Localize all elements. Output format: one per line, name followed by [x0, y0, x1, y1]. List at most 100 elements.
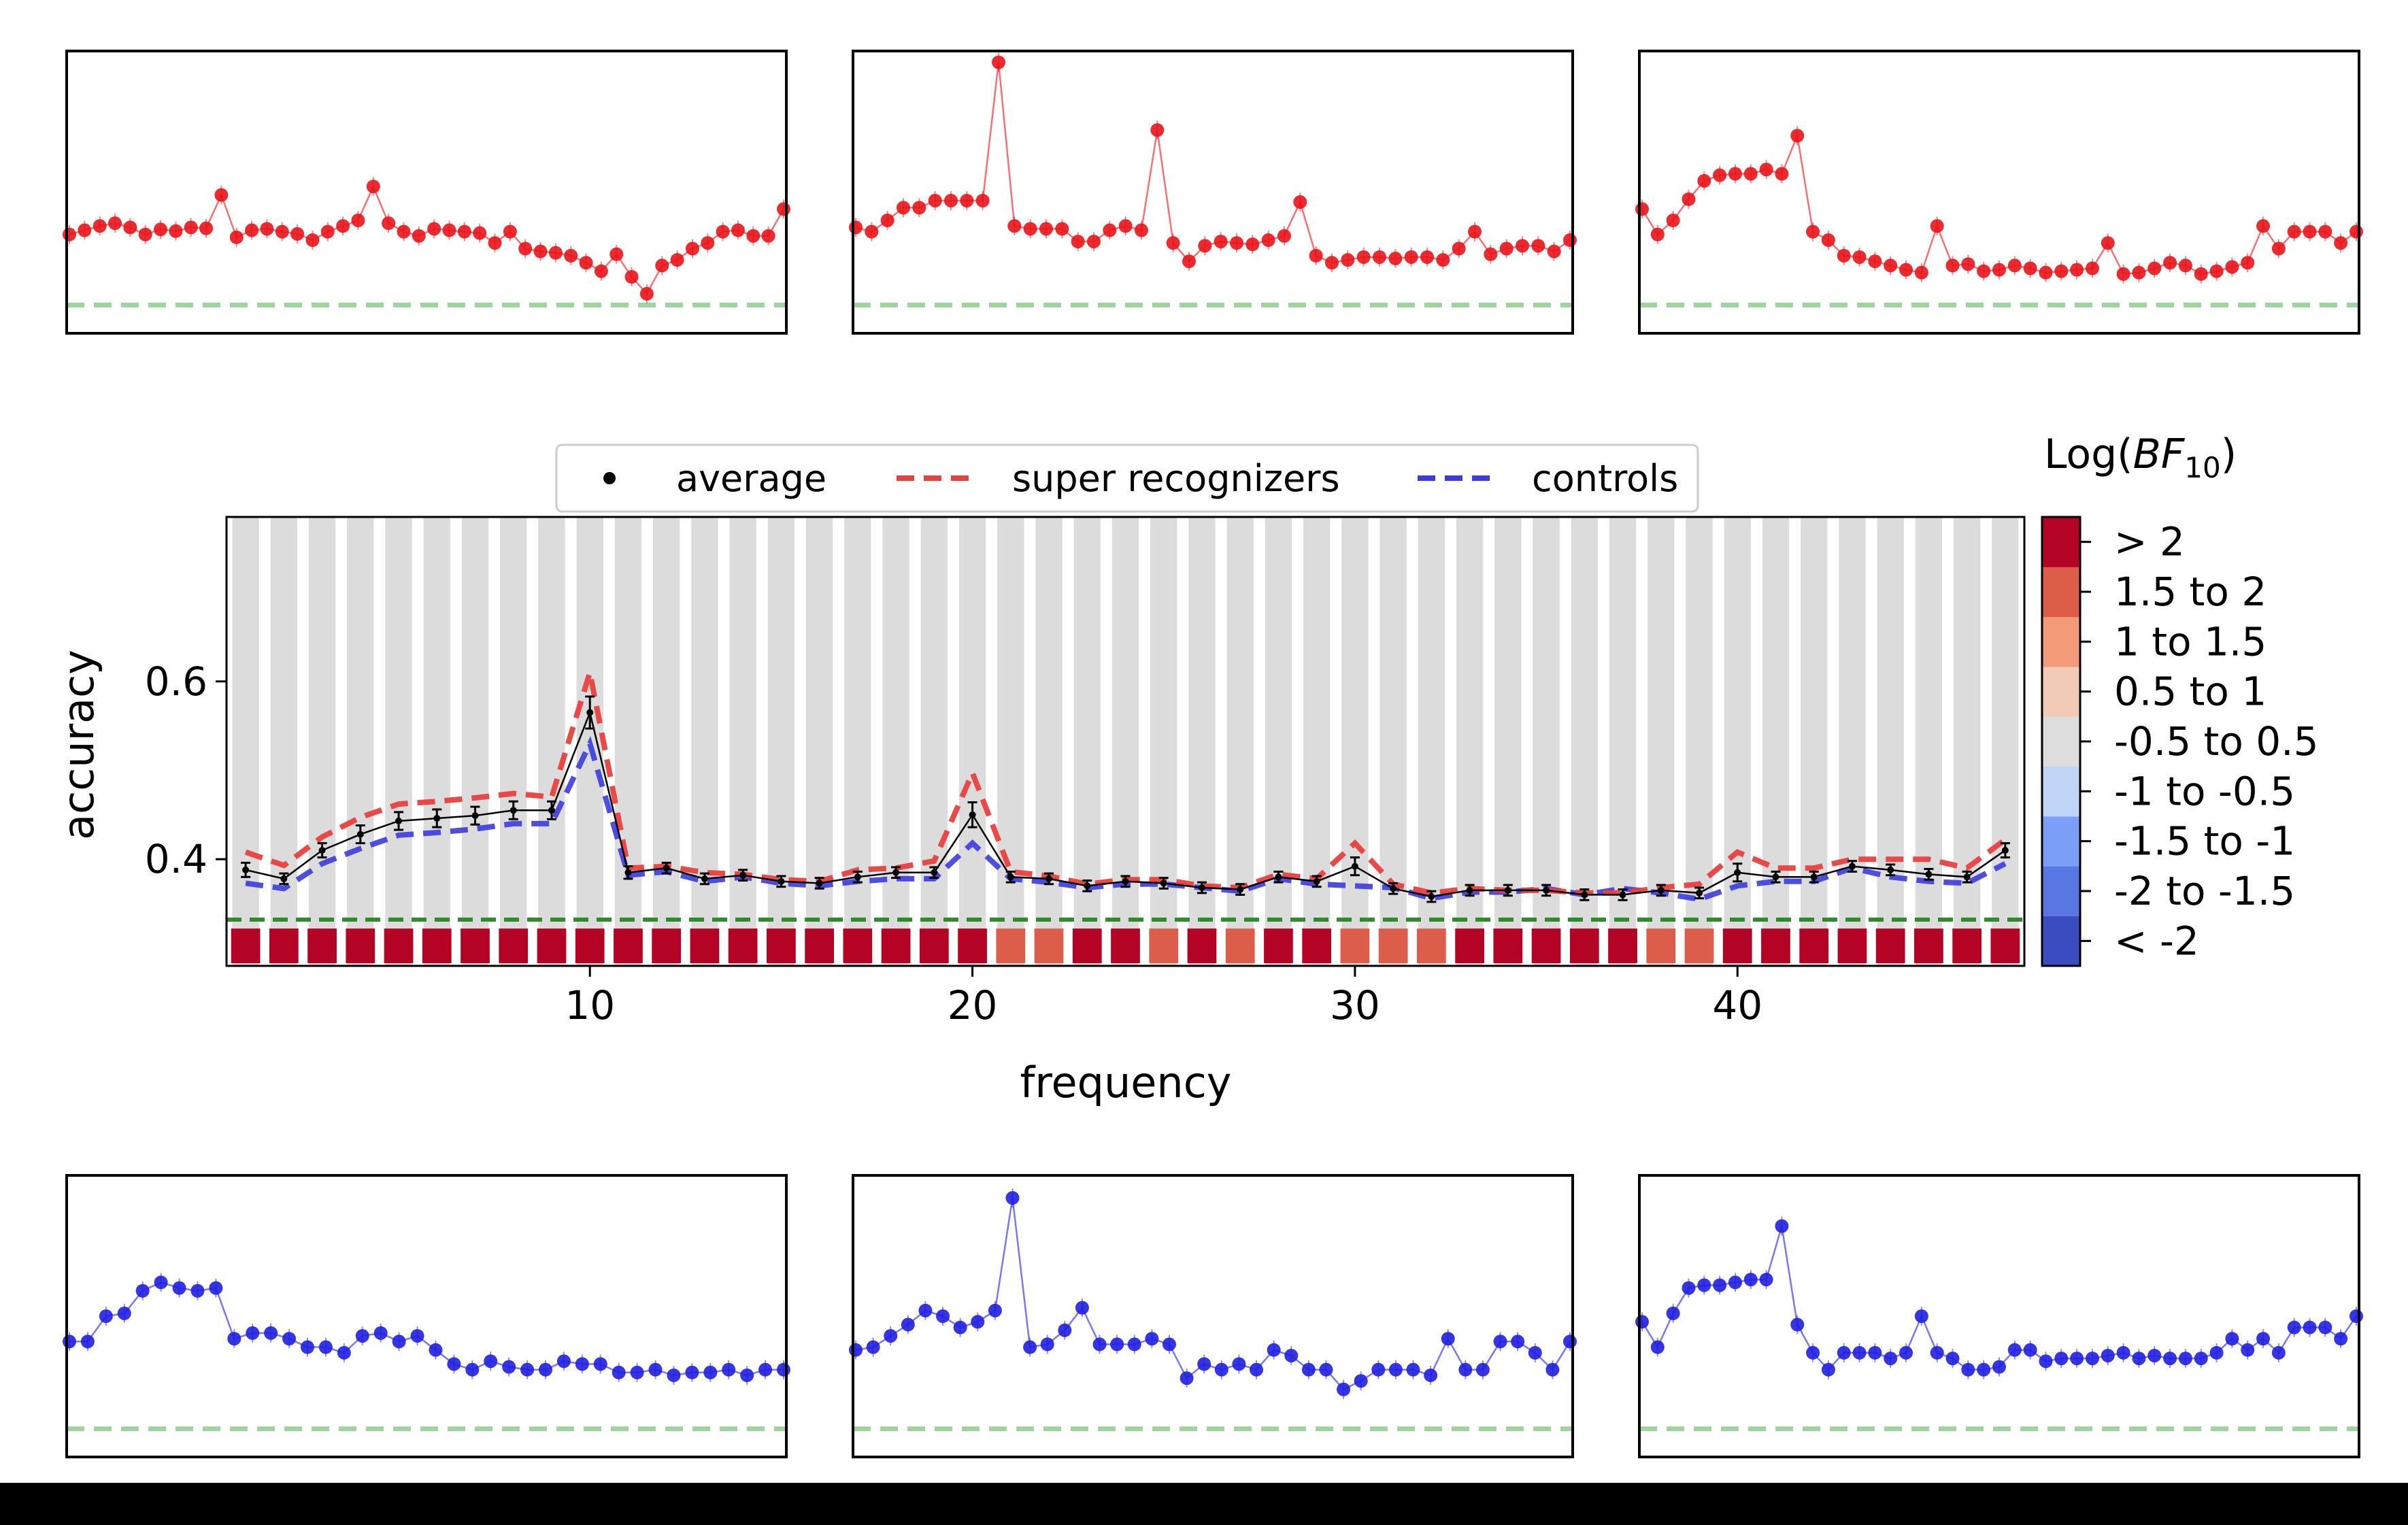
- small-point: [1023, 1340, 1037, 1354]
- small-point: [746, 229, 760, 243]
- colorbar-label: < -2: [2114, 918, 2199, 964]
- legend-super-recognizers-label: super recognizers: [1012, 457, 1340, 500]
- small-point: [777, 202, 790, 216]
- small-point: [1420, 250, 1434, 264]
- small-point: [518, 241, 533, 256]
- small-point: [1145, 1332, 1159, 1346]
- small-point: [1531, 239, 1545, 253]
- small-point: [1197, 1357, 1211, 1371]
- bayes-factor-cell: [1837, 928, 1867, 964]
- frequency-band: [729, 517, 756, 966]
- bayes-factor-cell: [614, 928, 643, 964]
- frequency-bands: [232, 517, 2019, 966]
- average-point: [892, 869, 900, 876]
- average-point: [548, 807, 555, 814]
- bayes-factor-cell: [384, 928, 414, 964]
- frequency-band: [232, 517, 259, 966]
- bayes-factor-cell: [881, 928, 911, 964]
- small-point: [410, 1328, 424, 1343]
- colorbar-label: > 2: [2114, 519, 2185, 565]
- small-point: [366, 180, 380, 194]
- small-point: [2054, 264, 2069, 278]
- small-point: [1992, 263, 2006, 277]
- bayes-factor-cell: [1111, 928, 1140, 964]
- bayes-factor-cell: [1187, 928, 1217, 964]
- small-point: [1992, 1360, 2006, 1374]
- small-point: [1150, 123, 1165, 137]
- average-point: [739, 871, 747, 879]
- average-point: [1390, 885, 1397, 892]
- small-point: [1790, 1318, 1805, 1332]
- small-point: [1293, 195, 1307, 210]
- small-point: [245, 223, 259, 237]
- frequency-band: [882, 517, 909, 966]
- small-point: [1977, 264, 1991, 278]
- small-point: [382, 216, 396, 231]
- small-point: [1547, 244, 1561, 258]
- small-point: [1682, 1281, 1696, 1295]
- small-point: [1545, 1362, 1560, 1377]
- small-point: [199, 221, 214, 235]
- average-point: [1504, 886, 1511, 894]
- frequency-band: [1839, 517, 1866, 966]
- small-point: [93, 219, 107, 233]
- small-point: [849, 220, 863, 235]
- small-point: [427, 222, 441, 236]
- small-point: [1092, 1337, 1107, 1352]
- average-point: [701, 875, 708, 882]
- bayes-factor-cell: [1493, 928, 1523, 964]
- small-point: [2241, 1343, 2255, 1357]
- small-point: [1404, 250, 1418, 264]
- frequency-band: [805, 517, 833, 966]
- bayes-factor-cell: [575, 928, 605, 964]
- y-tick-label: 0.6: [145, 658, 207, 705]
- frequency-band: [1992, 517, 2019, 966]
- small-point: [1775, 167, 1789, 181]
- small-point: [2287, 1320, 2301, 1335]
- small-multiple-panel: [63, 50, 790, 335]
- small-point: [2256, 219, 2271, 233]
- small-point: [2132, 1352, 2146, 1366]
- small-point: [209, 1281, 223, 1295]
- bayes-factor-cell: [1722, 928, 1752, 964]
- average-point: [356, 831, 364, 838]
- small-panel-frame: [65, 1174, 788, 1458]
- small-point: [336, 219, 350, 233]
- colorbar-cell: [2042, 567, 2080, 618]
- colorbar-label: -1.5 to -1: [2114, 818, 2295, 865]
- bayes-factor-cell: [843, 928, 873, 964]
- small-point: [1493, 1335, 1507, 1349]
- average-point: [1619, 891, 1626, 899]
- frequency-band: [423, 517, 450, 966]
- small-point: [575, 1357, 589, 1371]
- small-point: [1666, 214, 1680, 227]
- frequency-band: [1724, 517, 1751, 966]
- small-point: [1180, 1371, 1194, 1386]
- frequency-band: [653, 517, 680, 966]
- average-point: [586, 709, 594, 716]
- average-point: [471, 812, 479, 820]
- small-point: [229, 230, 244, 244]
- frequency-band: [844, 517, 871, 966]
- small-point: [2163, 256, 2177, 270]
- bayes-factor-cell: [1149, 928, 1179, 964]
- small-point: [1713, 168, 1727, 182]
- small-point: [1775, 1219, 1789, 1233]
- small-point: [1852, 250, 1867, 264]
- small-point: [564, 248, 578, 263]
- small-point: [1230, 236, 1243, 250]
- small-panel-frame: [1638, 50, 2360, 335]
- bayes-factor-cell: [307, 928, 337, 964]
- small-point: [2271, 1345, 2286, 1360]
- frequency-band: [1953, 517, 1981, 966]
- frequency-band: [347, 517, 374, 966]
- small-point: [1806, 1345, 1820, 1360]
- small-point: [2209, 1345, 2224, 1360]
- small-point: [1356, 250, 1371, 264]
- colorbar-title-suffix: ): [2221, 431, 2237, 478]
- small-point: [2287, 224, 2301, 239]
- small-point: [556, 1354, 571, 1369]
- small-point: [2303, 1320, 2317, 1335]
- y-axis-label: accuracy: [54, 650, 103, 840]
- small-point: [639, 286, 654, 301]
